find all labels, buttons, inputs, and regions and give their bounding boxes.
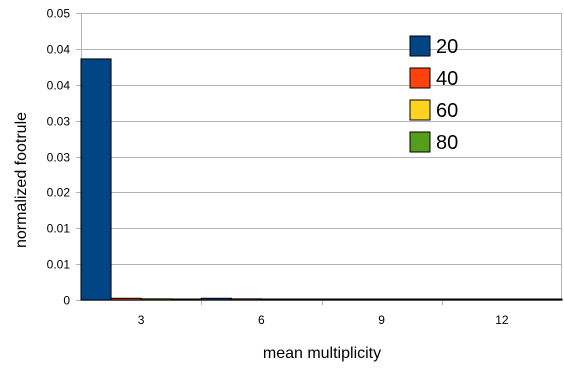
y-tick-label: 0.04 (47, 43, 71, 57)
bar-series-40-cat-9 (351, 298, 383, 301)
x-axis-label: mean multiplicity (263, 345, 381, 362)
legend-swatch-60 (409, 99, 431, 121)
bar-series-60-cat-3 (140, 298, 172, 301)
x-tick-label: 12 (495, 313, 509, 327)
tick-labels: 0 0.01 0.01 0.02 0.03 0.03 0.04 0.04 0.05 3 6 9 12 (47, 7, 509, 328)
y-tick-label: 0.03 (47, 115, 71, 129)
bar-series-80-cat-12 (531, 298, 563, 301)
bar-series-20-cat-6 (200, 297, 232, 301)
legend-label-80: 80 (436, 132, 458, 154)
bar-series-60-cat-6 (260, 298, 292, 301)
x-tick-label: 9 (378, 313, 385, 327)
legend-swatch-40 (409, 67, 431, 89)
bar-series-80-cat-9 (411, 298, 443, 301)
y-tick-label: 0.02 (47, 186, 71, 200)
bar-series-40-cat-6 (230, 298, 262, 301)
y-tick-label: 0 (63, 294, 70, 308)
bar-series-80-cat-6 (290, 298, 322, 301)
legend: 20 40 60 80 (409, 35, 458, 154)
legend-label-60: 60 (436, 100, 458, 122)
legend-label-20: 20 (436, 36, 458, 58)
y-axis-label: normalized footrule (13, 112, 30, 248)
x-tick-label: 6 (258, 313, 265, 327)
legend-swatch-80 (409, 131, 431, 153)
legend-label-40: 40 (436, 68, 458, 90)
x-tick-label: 3 (138, 313, 145, 327)
bar-series-40-cat-3 (110, 297, 142, 301)
y-tick-label: 0.04 (47, 79, 71, 93)
bar-series-20-cat-3 (80, 58, 112, 301)
bars (80, 58, 563, 301)
bar-series-20-cat-12 (441, 298, 473, 301)
bar-series-80-cat-3 (170, 298, 202, 301)
y-tick-label: 0.05 (47, 7, 71, 21)
bar-series-20-cat-9 (321, 298, 353, 301)
y-tick-label: 0.01 (47, 258, 71, 272)
bar-series-60-cat-12 (501, 298, 533, 301)
axes (76, 13, 562, 305)
grid-lines (81, 13, 562, 301)
y-tick-label: 0.03 (47, 151, 71, 165)
bar-series-40-cat-12 (471, 298, 503, 301)
bar-series-60-cat-9 (381, 298, 413, 301)
y-tick-label: 0.01 (47, 222, 71, 236)
legend-swatch-20 (409, 35, 431, 57)
